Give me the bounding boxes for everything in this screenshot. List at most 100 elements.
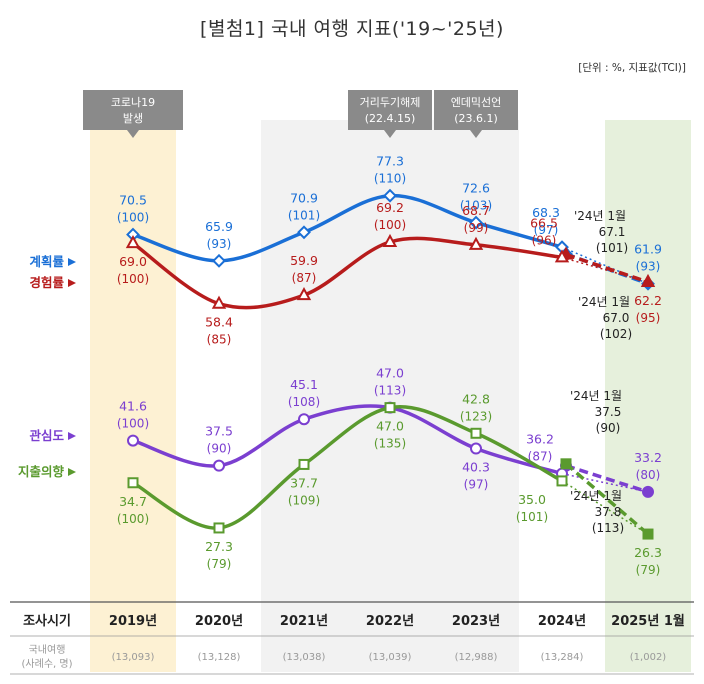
index-label-interest: (113) [374, 384, 406, 398]
series-line-experience [131, 236, 564, 310]
legend-arrow-plan [68, 258, 76, 266]
index-label-plan: (103) [460, 199, 492, 213]
point-marker-spending [556, 475, 568, 487]
point-marker-plan [383, 188, 397, 203]
point-marker-plan [212, 253, 226, 268]
data-label-experience: 69.2 [376, 200, 404, 215]
point-marker-experience [125, 235, 141, 249]
event-callout: 엔데믹선언 (23.6.1) [434, 90, 518, 138]
legend-arrow-interest [68, 432, 76, 440]
data-label-experience: 59.9 [290, 253, 318, 268]
data-label-interest: 45.1 [290, 377, 318, 392]
series-line-plan [131, 193, 564, 263]
sample-count: (13,039) [369, 652, 412, 663]
jan24-label: '24년 1월 [570, 389, 622, 403]
jan24-label: '24년 1월 [578, 295, 630, 309]
point-marker-spending [384, 402, 396, 414]
point-marker-interest [642, 485, 654, 498]
index-label-interest: (87) [528, 450, 553, 464]
index-label-plan: (93) [207, 237, 232, 251]
point-marker-experience [296, 287, 312, 301]
event-callout-box [348, 90, 432, 138]
sample-header: (사례수, 명) [22, 658, 73, 670]
column-band [90, 120, 176, 672]
x-tick-label: 2024년 [538, 614, 586, 629]
index-label-interest: (90) [207, 442, 232, 456]
event-callout: 거리두기해제 (22.4.15) [348, 90, 432, 138]
event-callout-box [83, 90, 183, 138]
event-callout-label: (22.4.15) [365, 112, 416, 125]
series-dashed-spending [564, 462, 650, 536]
jan24-index: (101) [596, 241, 628, 255]
index-label-interest: (80) [636, 468, 661, 482]
event-callout-label: 엔데믹선언 [451, 96, 502, 109]
sample-count: (13,093) [112, 652, 155, 663]
jan24-label: '24년 1월 [570, 489, 622, 503]
x-tick-label: 2025년 1월 [611, 613, 685, 629]
index-label-interest: (100) [117, 417, 149, 431]
data-label-interest: 36.2 [526, 432, 554, 447]
data-label-plan: 68.3 [532, 205, 560, 220]
index-label-experience: (99) [464, 221, 489, 235]
data-label-spending: 35.0 [518, 492, 546, 507]
event-callout-label: (23.6.1) [454, 112, 498, 125]
data-label-experience: 58.4 [205, 315, 233, 330]
index-label-plan: (101) [288, 208, 320, 222]
index-label-spending: (79) [636, 563, 661, 577]
data-label-spending: 34.7 [119, 494, 147, 509]
series-dashed-experience [565, 252, 649, 284]
data-label-spending: 37.7 [290, 475, 318, 490]
index-label-plan: (100) [117, 211, 149, 225]
x-tick-label: 2019년 [109, 614, 157, 629]
jan24-value: 67.0 [603, 311, 630, 325]
jan24-value: 37.8 [595, 505, 622, 519]
index-label-interest: (108) [288, 395, 320, 409]
point-marker-experience [382, 233, 398, 247]
data-label-interest: 47.0 [376, 366, 404, 381]
unit-note: [단위 : %, 지표값(TCI)] [578, 62, 686, 74]
data-label-interest: 41.6 [119, 399, 147, 414]
series-dotted-plan [561, 246, 649, 285]
data-label-experience: 68.7 [462, 203, 490, 218]
x-tick-label: 2021년 [280, 614, 328, 629]
jan24-label: '24년 1월 [574, 209, 626, 223]
data-label-interest: 33.2 [634, 450, 662, 465]
index-label-experience: (85) [207, 333, 232, 347]
index-label-interest: (97) [464, 478, 489, 492]
data-label-plan: 77.3 [376, 154, 404, 169]
point-marker-experience [468, 236, 484, 250]
data-label-interest: 37.5 [205, 424, 233, 439]
index-label-experience: (100) [374, 218, 406, 232]
data-label-spending: 47.0 [376, 419, 404, 434]
jan24-index: (90) [596, 421, 621, 435]
series-dotted-spending [561, 480, 649, 535]
index-label-spending: (100) [117, 512, 149, 526]
data-label-experience: 69.0 [119, 254, 147, 269]
data-label-spending: 42.8 [462, 391, 490, 406]
event-callout: 코로나19 발생 [83, 90, 183, 138]
data-label-plan: 70.5 [119, 193, 147, 208]
data-label-plan: 65.9 [205, 219, 233, 234]
x-tick-label: 2020년 [195, 614, 243, 629]
index-label-spending: (123) [460, 409, 492, 423]
sample-count: (1,002) [630, 652, 667, 663]
data-label-experience: 66.5 [530, 215, 558, 230]
data-label-interest: 40.3 [462, 460, 490, 475]
sample-count: (13,038) [283, 652, 326, 663]
point-marker-spending [127, 477, 139, 489]
index-label-spending: (109) [288, 493, 320, 507]
point-marker-spending [213, 522, 225, 534]
sample-count: (12,988) [455, 652, 498, 663]
index-label-plan: (93) [636, 260, 661, 274]
event-callout-label: 거리두기해제 [360, 95, 421, 109]
event-callout-label: 코로나19 [111, 96, 155, 109]
index-label-experience: (100) [117, 272, 149, 286]
event-callout-box [434, 90, 518, 138]
index-label-experience: (95) [636, 311, 661, 325]
point-marker-interest [298, 413, 310, 426]
column-band [605, 120, 691, 672]
jan24-marker-spending [560, 458, 572, 470]
legend-plan: 계획률 [29, 254, 64, 269]
index-label-spending: (135) [374, 437, 406, 451]
